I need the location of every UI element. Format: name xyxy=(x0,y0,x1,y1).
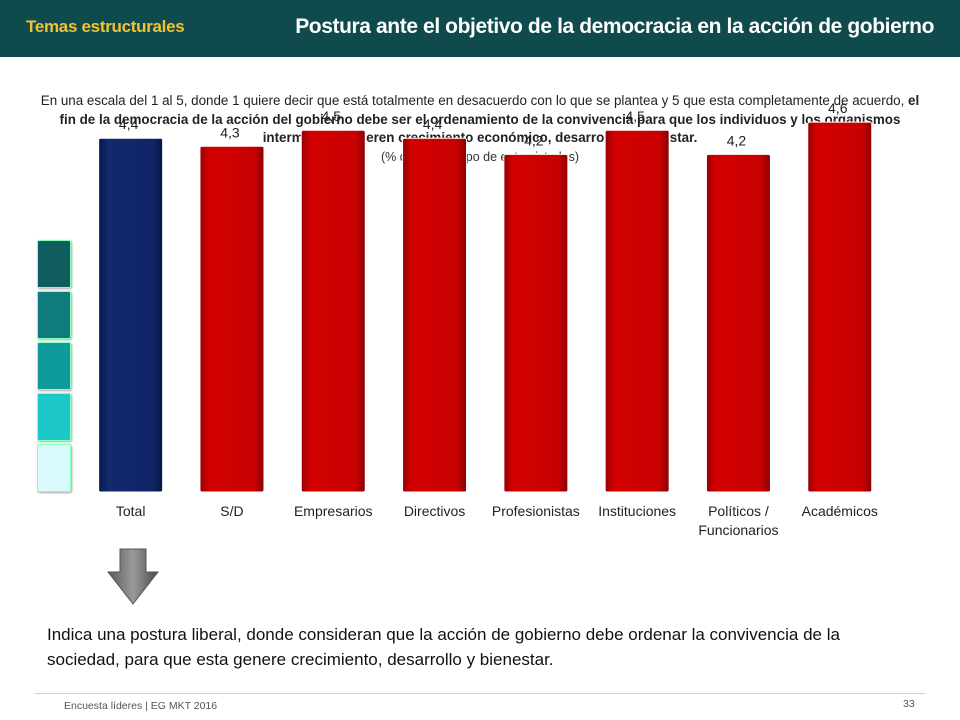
section-label: Temas estructurales xyxy=(26,17,185,36)
category-label: Total xyxy=(116,503,146,519)
scale-segment xyxy=(37,444,71,492)
category-label: S/D xyxy=(220,503,243,519)
footer-source: Encuesta líderes | EG MKT 2016 xyxy=(64,700,218,712)
bar-4 xyxy=(503,153,569,493)
data-label: 4,5 xyxy=(322,108,342,124)
question-text-regular: En una escala del 1 al 5, donde 1 quiere… xyxy=(40,93,909,108)
bar-1 xyxy=(199,145,265,493)
data-label: 4,6 xyxy=(828,100,848,116)
bar-6 xyxy=(705,153,771,493)
bar-7 xyxy=(807,121,873,493)
category-label: Académicos xyxy=(802,503,878,519)
category-label: Empresarios xyxy=(294,503,373,519)
data-label: 4,2 xyxy=(524,132,544,148)
scale-segment xyxy=(37,291,71,339)
bar-5 xyxy=(604,129,670,493)
data-label: 4,4 xyxy=(423,116,443,132)
category-label: Directivos xyxy=(404,503,465,519)
bar-2 xyxy=(300,129,366,493)
scale-segment xyxy=(37,342,71,390)
scale-segment xyxy=(37,240,71,288)
category-label: Profesionistas xyxy=(492,503,580,519)
header-bar: Temas estructurales Postura ante el obje… xyxy=(0,0,960,57)
data-label: 4,2 xyxy=(727,132,747,148)
footer-divider xyxy=(35,693,925,694)
bar-3 xyxy=(402,137,468,493)
scale-segment xyxy=(37,393,71,441)
category-label: Políticos / Funcionarios xyxy=(698,503,778,538)
data-label: 4,5 xyxy=(625,108,645,124)
scale-legend-bar xyxy=(35,240,75,495)
category-label: Instituciones xyxy=(598,503,676,519)
question-text-bold: el fin de la democracia de la acción del… xyxy=(59,93,920,145)
page-number: 33 xyxy=(903,698,915,710)
conclusion-text: Indica una postura liberal, donde consid… xyxy=(47,625,840,669)
down-arrow-icon xyxy=(107,548,159,605)
data-label: 4,4 xyxy=(119,116,139,132)
bar-0 xyxy=(98,137,164,493)
page-title: Postura ante el objetivo de la democraci… xyxy=(295,15,934,38)
data-label: 4,3 xyxy=(220,124,240,140)
